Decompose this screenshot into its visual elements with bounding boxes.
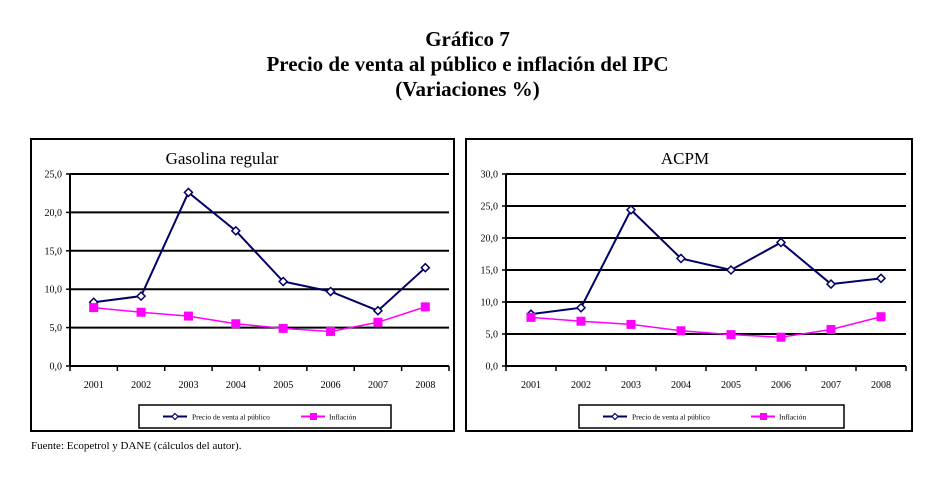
- y-tick-label: 10,0: [45, 285, 63, 296]
- data-point-precio: [278, 276, 289, 287]
- data-point-precio: [875, 273, 887, 284]
- data-point-inflacion: [326, 326, 336, 336]
- x-tick-label: 2003: [178, 380, 198, 391]
- chart-legend: Precio de venta al público Inflación: [578, 404, 845, 429]
- data-point-precio: [420, 262, 431, 273]
- x-tick-label: 2006: [321, 380, 341, 391]
- y-tick-label: 0,0: [50, 362, 63, 373]
- chart-panel-gasolina: Gasolina regular 0,0 5,0 10,0 15,0 20,0 25,0 20…: [30, 138, 455, 432]
- x-tick-label: 2001: [521, 380, 541, 391]
- data-point-inflacion: [373, 317, 383, 327]
- legend-label-inflacion: Inflación: [779, 413, 806, 422]
- data-point-inflacion: [726, 330, 736, 340]
- x-tick-label: 2006: [771, 380, 791, 391]
- data-point-precio: [725, 264, 737, 276]
- data-point-inflacion: [420, 302, 430, 312]
- y-tick-label: 20,0: [481, 234, 499, 245]
- y-tick-label: 30,0: [481, 170, 499, 181]
- legend-box: [138, 404, 392, 429]
- legend-label-inflacion: Inflación: [329, 413, 356, 422]
- data-point-precio: [575, 302, 587, 313]
- legend-label-precio: Precio de venta al público: [192, 413, 270, 422]
- y-tick-label: 25,0: [45, 170, 63, 181]
- series-line-precio: [93, 190, 426, 312]
- data-point-inflacion: [876, 312, 886, 322]
- x-tick-label: 2003: [621, 380, 641, 391]
- data-point-inflacion: [576, 316, 586, 326]
- chart-title: Gasolina regular: [166, 149, 279, 168]
- source-note: Fuente: Ecopetrol y DANE (cálculos del a…: [31, 440, 242, 452]
- data-point-inflacion: [676, 326, 686, 336]
- chart-panel-acpm: ACPM 0,0 5,0 10,0 15,0 20,0 25,0 30,0 2001 2002 20…: [465, 138, 913, 432]
- x-tick-label: 2005: [273, 380, 293, 391]
- data-point-precio: [775, 237, 787, 248]
- legend-box: [578, 404, 845, 429]
- data-point-precio: [325, 286, 336, 297]
- y-tick-label: 15,0: [45, 246, 63, 257]
- figure-heading: Precio de venta al público e inflación d…: [266, 52, 669, 76]
- y-tick-label: 5,0: [486, 330, 499, 341]
- x-tick-label: 2004: [671, 380, 691, 391]
- data-point-inflacion: [626, 319, 636, 329]
- data-point-inflacion: [526, 312, 536, 322]
- y-tick-label: 15,0: [481, 266, 499, 277]
- x-tick-label: 2005: [721, 380, 741, 391]
- chart-acpm: ACPM 0,0 5,0 10,0 15,0 20,0 25,0 30,0 2001 2002 20…: [481, 149, 907, 429]
- legend-marker-precio: [611, 412, 619, 421]
- series-line-inflacion: [530, 315, 882, 338]
- data-point-precio: [183, 187, 194, 198]
- x-tick-label: 2002: [131, 380, 151, 391]
- data-point-inflacion: [278, 323, 288, 333]
- y-tick-label: 0,0: [486, 362, 499, 373]
- series-line-precio: [530, 208, 882, 316]
- series-line-inflacion: [93, 306, 426, 333]
- x-tick-label: 2007: [368, 380, 388, 391]
- data-point-precio: [675, 253, 687, 264]
- data-point-precio: [230, 225, 241, 236]
- figure-title: Gráfico 7 Precio de venta al público e i…: [0, 27, 935, 102]
- data-point-precio: [825, 279, 837, 290]
- y-tick-label: 10,0: [481, 298, 499, 309]
- legend-marker-inflacion: [310, 413, 317, 420]
- chart-gasolina-regular: Gasolina regular 0,0 5,0 10,0 15,0 20,0 25,0 20…: [45, 149, 450, 429]
- x-tick-label: 2008: [871, 380, 891, 391]
- data-point-inflacion: [183, 311, 193, 321]
- legend-marker-inflacion: [760, 413, 767, 420]
- data-point-precio: [136, 291, 147, 302]
- x-tick-label: 2001: [84, 380, 104, 391]
- figure-subheading: (Variaciones %): [395, 77, 540, 101]
- x-tick-label: 2007: [821, 380, 841, 391]
- x-tick-label: 2008: [415, 380, 435, 391]
- data-point-precio: [625, 204, 637, 215]
- data-point-inflacion: [89, 303, 99, 313]
- data-point-inflacion: [231, 319, 241, 329]
- data-point-inflacion: [136, 307, 146, 317]
- x-tick-label: 2004: [226, 380, 246, 391]
- data-point-inflacion: [826, 325, 836, 335]
- chart-title: ACPM: [661, 149, 709, 168]
- y-tick-label: 5,0: [50, 323, 63, 334]
- chart-legend: Precio de venta al público Inflación: [138, 404, 392, 429]
- y-tick-label: 25,0: [481, 202, 499, 213]
- data-point-precio: [372, 305, 383, 316]
- y-tick-label: 20,0: [45, 208, 63, 219]
- legend-marker-precio: [171, 412, 179, 421]
- legend-label-precio: Precio de venta al público: [632, 413, 710, 422]
- x-tick-label: 2002: [571, 380, 591, 391]
- data-point-inflacion: [776, 332, 786, 342]
- figure-number: Gráfico 7: [425, 27, 510, 51]
